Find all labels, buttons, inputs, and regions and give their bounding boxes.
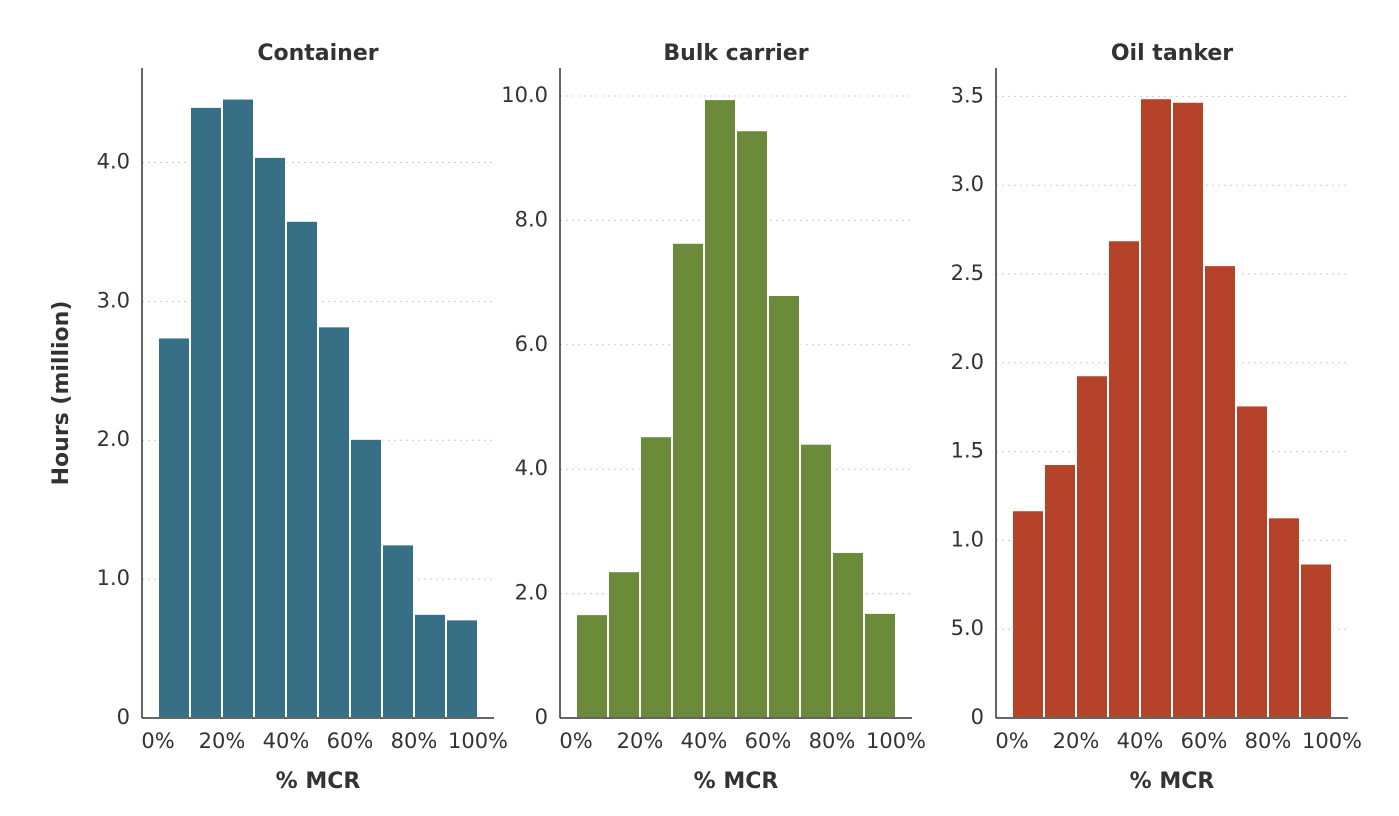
y-axis-label: Hours (million): [49, 301, 74, 486]
x-axis-label: % MCR: [276, 769, 361, 794]
bar: [157, 336, 191, 719]
x-tick-label: 80%: [391, 729, 438, 753]
x-tick-label: 100%: [448, 729, 508, 753]
bar: [671, 241, 705, 719]
x-tick-label: 100%: [1302, 729, 1362, 753]
bar: [317, 325, 351, 719]
y-tick-label: 4.0: [97, 149, 130, 173]
y-tick-label: 3.0: [951, 172, 984, 196]
bar: [1011, 509, 1045, 719]
y-tick-label: 4.0: [515, 456, 548, 480]
x-tick-label: 40%: [681, 729, 728, 753]
bar: [831, 550, 865, 720]
x-tick-label: 20%: [1053, 729, 1100, 753]
y-tick-label: 1.0: [951, 527, 984, 551]
bar: [1299, 562, 1333, 720]
bar: [1267, 516, 1301, 720]
x-axis-label: % MCR: [1130, 769, 1215, 794]
bar: [735, 129, 769, 720]
x-tick-label: 20%: [617, 729, 664, 753]
bar: [1043, 463, 1077, 719]
bar: [703, 98, 737, 720]
bar: [253, 155, 287, 719]
y-tick-label: 3.5: [951, 83, 984, 107]
bar: [607, 570, 641, 720]
x-tick-label: 40%: [263, 729, 310, 753]
bar: [767, 294, 801, 719]
bar: [189, 105, 223, 719]
y-tick-label: 0: [535, 705, 548, 729]
y-tick-label: 1.0: [97, 566, 130, 590]
bar: [1235, 404, 1269, 719]
bar: [285, 219, 319, 719]
y-tick-label: 8.0: [515, 207, 548, 231]
bar: [1107, 239, 1141, 719]
y-tick-label: 0: [971, 705, 984, 729]
x-axis-label: % MCR: [694, 769, 779, 794]
bar: [1075, 374, 1109, 719]
bar: [381, 543, 415, 720]
bar: [575, 613, 609, 719]
x-tick-label: 60%: [745, 729, 792, 753]
y-tick-label: 3.0: [97, 288, 130, 312]
y-tick-label: 1.5: [951, 439, 984, 463]
y-tick-label: 0: [117, 705, 130, 729]
y-tick-label: 2.0: [515, 581, 548, 605]
chart-title: Bulk carrier: [663, 41, 808, 66]
y-tick-label: 2.0: [97, 427, 130, 451]
x-tick-label: 80%: [1245, 729, 1292, 753]
bar: [1203, 264, 1237, 719]
bar: [799, 442, 833, 719]
x-tick-label: 60%: [327, 729, 374, 753]
bar: [221, 97, 255, 720]
y-tick-label: 2.0: [951, 350, 984, 374]
x-tick-label: 40%: [1117, 729, 1164, 753]
y-tick-label: 6.0: [515, 332, 548, 356]
bar: [639, 435, 673, 719]
x-tick-label: 100%: [866, 729, 926, 753]
y-tick-label: 2.5: [951, 261, 984, 285]
x-tick-label: 80%: [809, 729, 856, 753]
bar: [413, 612, 447, 719]
x-tick-label: 0%: [559, 729, 592, 753]
x-tick-label: 0%: [995, 729, 1028, 753]
x-tick-label: 0%: [141, 729, 174, 753]
bar: [1139, 97, 1173, 719]
x-tick-label: 60%: [1181, 729, 1228, 753]
x-tick-label: 20%: [199, 729, 246, 753]
bar: [349, 437, 383, 719]
y-tick-label: 5.0: [951, 616, 984, 640]
y-tick-label: 10.0: [501, 83, 548, 107]
bar: [445, 618, 479, 720]
chart-title: Container: [257, 41, 378, 66]
bar: [863, 611, 897, 719]
bar: [1171, 100, 1205, 720]
chart-title: Oil tanker: [1111, 41, 1233, 66]
